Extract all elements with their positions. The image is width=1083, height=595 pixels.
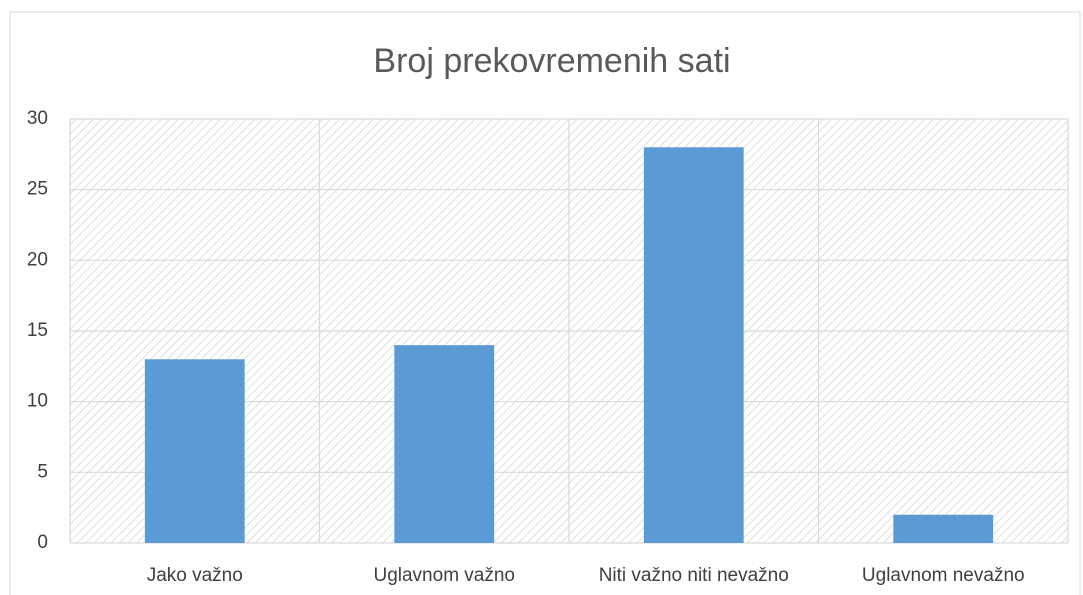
bar xyxy=(394,345,495,543)
x-tick-label: Niti važno niti nevažno xyxy=(599,565,789,586)
y-tick-label: 10 xyxy=(27,391,48,412)
chart-title: Broj prekovremenih sati xyxy=(373,42,730,80)
x-tick-label: Uglavnom važno xyxy=(373,565,515,586)
y-tick-label: 25 xyxy=(27,179,48,200)
bar xyxy=(893,514,994,543)
x-tick-label: Uglavnom nevažno xyxy=(862,565,1025,586)
y-tick-label: 5 xyxy=(37,461,48,482)
x-tick-label: Jako važno xyxy=(147,565,243,586)
y-tick-label: 0 xyxy=(37,532,48,553)
y-tick-label: 15 xyxy=(27,320,48,341)
bar xyxy=(144,359,245,543)
chart-border xyxy=(9,11,1081,595)
bar xyxy=(643,147,744,543)
y-tick-label: 20 xyxy=(27,249,48,270)
y-tick-label: 30 xyxy=(27,108,48,129)
